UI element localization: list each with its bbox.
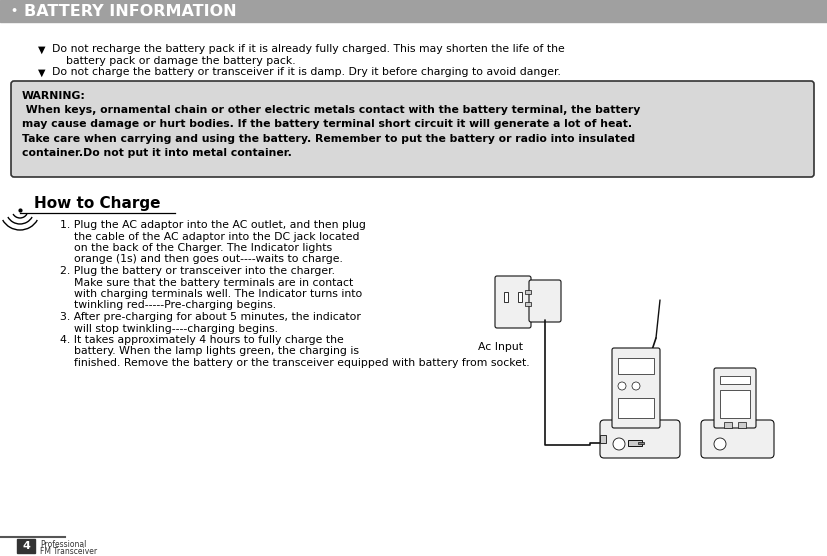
Text: Ac Input: Ac Input <box>478 342 523 352</box>
Bar <box>738 422 746 428</box>
Text: 4. It takes approximately 4 hours to fully charge the: 4. It takes approximately 4 hours to ful… <box>60 335 344 345</box>
Text: battery pack or damage the battery pack.: battery pack or damage the battery pack. <box>52 56 295 66</box>
Bar <box>720 390 750 418</box>
Text: will stop twinkling----charging begins.: will stop twinkling----charging begins. <box>60 324 278 334</box>
Text: 1. Plug the AC adaptor into the AC outlet, and then plug: 1. Plug the AC adaptor into the AC outle… <box>60 220 366 230</box>
Bar <box>17 539 35 553</box>
Text: Do not recharge the battery pack if it is already fully charged. This may shorte: Do not recharge the battery pack if it i… <box>52 44 565 54</box>
Text: •: • <box>11 6 17 16</box>
Text: Do not charge the battery or transceiver if it is damp. Dry it before charging t: Do not charge the battery or transceiver… <box>52 67 561 77</box>
Text: WARNING:: WARNING: <box>22 91 86 101</box>
Text: twinkling red-----Pre-charging begins.: twinkling red-----Pre-charging begins. <box>60 300 276 310</box>
Text: finished. Remove the battery or the transceiver equipped with battery from socke: finished. Remove the battery or the tran… <box>60 358 529 368</box>
Circle shape <box>613 438 625 450</box>
Text: the cable of the AC adaptor into the DC jack located: the cable of the AC adaptor into the DC … <box>60 231 360 241</box>
Circle shape <box>618 382 626 390</box>
Text: 4: 4 <box>22 541 30 551</box>
FancyBboxPatch shape <box>529 280 561 322</box>
Text: with charging terminals well. The Indicator turns into: with charging terminals well. The Indica… <box>60 289 362 299</box>
Bar <box>525 290 531 294</box>
Text: FM Transceiver: FM Transceiver <box>40 547 97 556</box>
Circle shape <box>632 382 640 390</box>
Circle shape <box>714 438 726 450</box>
FancyBboxPatch shape <box>714 368 756 428</box>
Text: ▼: ▼ <box>38 68 45 78</box>
Text: 2. Plug the battery or transceiver into the charger.: 2. Plug the battery or transceiver into … <box>60 266 335 276</box>
Text: BATTERY INFORMATION: BATTERY INFORMATION <box>24 3 237 18</box>
Text: How to Charge: How to Charge <box>34 196 160 211</box>
Bar <box>638 442 644 444</box>
FancyBboxPatch shape <box>495 276 531 328</box>
FancyBboxPatch shape <box>701 420 774 458</box>
Bar <box>618 358 654 374</box>
Bar <box>518 292 522 302</box>
Text: ▼: ▼ <box>38 45 45 55</box>
Bar <box>720 376 750 384</box>
Bar <box>618 398 654 418</box>
Bar <box>600 435 606 443</box>
FancyBboxPatch shape <box>11 81 814 177</box>
Text: Make sure that the battery terminals are in contact: Make sure that the battery terminals are… <box>60 277 353 287</box>
Bar <box>525 302 531 306</box>
Text: When keys, ornamental chain or other electric metals contact with the battery te: When keys, ornamental chain or other ele… <box>22 105 640 158</box>
Text: on the back of the Charger. The Indicator lights: on the back of the Charger. The Indicato… <box>60 243 332 253</box>
Bar <box>0 0 827 22</box>
FancyBboxPatch shape <box>612 348 660 428</box>
Bar <box>628 440 642 446</box>
Text: Professional: Professional <box>40 540 86 549</box>
FancyBboxPatch shape <box>600 420 680 458</box>
Text: orange (1s) and then goes out----waits to charge.: orange (1s) and then goes out----waits t… <box>60 255 343 265</box>
Text: battery. When the lamp lights green, the charging is: battery. When the lamp lights green, the… <box>60 346 359 356</box>
Bar <box>724 422 732 428</box>
Bar <box>504 292 508 302</box>
Text: 3. After pre-charging for about 5 minutes, the indicator: 3. After pre-charging for about 5 minute… <box>60 312 361 322</box>
